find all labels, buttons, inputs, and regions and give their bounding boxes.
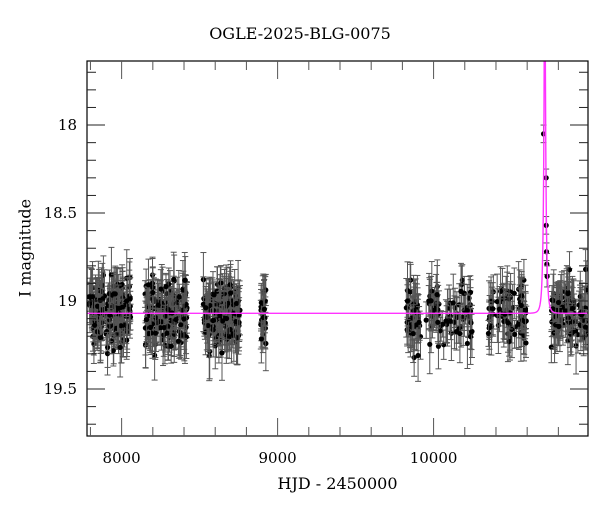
y-tick-label: 18 [58,116,77,134]
axes-frame: 8000 9000 10000 18 18.5 19 19.5 [44,60,589,467]
y-tick-label: 18.5 [44,204,77,222]
x-axis-label: HJD - 2450000 [277,474,398,493]
chart-title: OGLE-2025-BLG-0075 [209,24,391,43]
model-curve [87,61,588,315]
x-tick-label: 8000 [103,449,141,467]
data-layer [87,124,588,382]
x-tick-label: 10000 [410,449,458,467]
y-tick-label: 19 [58,292,77,310]
x-tick-label: 9000 [259,449,297,467]
y-tick-label: 19.5 [44,380,77,398]
